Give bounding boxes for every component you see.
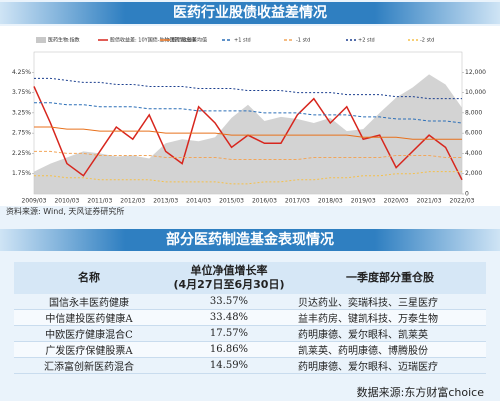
y2-tick-label: 0 <box>465 191 469 198</box>
x-tick-label: 2013/03 <box>153 198 178 205</box>
x-tick-label: 2012/03 <box>120 198 145 205</box>
x-tick-label: 2011/03 <box>87 198 112 205</box>
y-tick-label: 2.75% <box>12 130 31 137</box>
table-cell: 33.57% <box>164 294 294 310</box>
table-cell: 14.59% <box>164 357 294 374</box>
table-cell: 17.57% <box>164 325 294 342</box>
x-tick-label: 2020/03 <box>384 198 409 205</box>
table-cell: 汇添富创新医药混合 <box>14 357 164 374</box>
table-cell: 益丰药房、键凯科技、万泰生物 <box>294 309 486 326</box>
legend-label: -2 std <box>420 38 434 44</box>
series-line <box>34 77 462 100</box>
fund-table: 名称 单位净值增长率 (4月27日至6月30日) 一季度部分重仓股 国信永丰医药健… <box>14 262 486 374</box>
y-tick-label: 3.25% <box>12 109 31 116</box>
header-text: 单位净值增长率 <box>190 264 268 277</box>
x-tick-label: 2017/03 <box>285 198 310 205</box>
y2-tick-label: 2,000 <box>465 170 482 177</box>
table-row: 汇添富创新医药混合 14.59% 药明康德、爱尔眼科、迈瑞医疗 <box>14 357 486 374</box>
table-cell: 16.86% <box>164 341 294 358</box>
y-tick-label: 3.75% <box>12 89 31 96</box>
legend-swatch <box>36 37 46 43</box>
x-tick-label: 2010/03 <box>54 198 79 205</box>
header-cell: 单位净值增长率 (4月27日至6月30日) <box>164 262 294 294</box>
series-line <box>34 102 463 124</box>
section-banner: 部分医药制造基金表现情况 <box>0 229 500 251</box>
table-cell: 中欧医疗健康混合C <box>14 325 164 342</box>
legend-label: +2 std <box>358 38 375 44</box>
y-tick-label: 2.25% <box>12 150 31 157</box>
x-tick-label: 2014/03 <box>186 198 211 205</box>
y-tick-label: 1.75% <box>12 170 31 177</box>
x-tick-label: 2016/03 <box>252 198 277 205</box>
x-tick-label: 2021/03 <box>417 198 442 205</box>
table-row: 中信建投医药健康A 33.48% 益丰药房、键凯科技、万泰生物 <box>14 309 486 326</box>
legend-label: +1 std <box>234 38 251 44</box>
x-tick-label: 2022/03 <box>450 198 475 205</box>
table-row: 广发医疗保健股票A 16.86% 凯莱英、药明康德、博腾股份 <box>14 341 486 358</box>
series-line <box>34 126 462 140</box>
header-text: (4月27日至6月30日) <box>173 278 285 291</box>
header-cell: 名称 <box>14 262 164 294</box>
table-row: 国信永丰医药健康 33.57% 贝达药业、奕瑞科技、三星医疗 <box>14 294 486 310</box>
y2-tick-label: 10,000 <box>465 89 486 96</box>
footer: 数据来源:东方财富choice <box>356 386 484 399</box>
y2-tick-label: 4,000 <box>465 150 482 157</box>
y2-tick-label: 6,000 <box>465 130 482 137</box>
x-tick-label: 2019/03 <box>351 198 376 205</box>
table-cell: 贝达药业、奕瑞科技、三星医疗 <box>294 294 486 310</box>
x-tick-label: 2009/03 <box>22 198 47 205</box>
table-cell: 药明康德、爱尔眼科、迈瑞医疗 <box>294 357 486 374</box>
table-cell: 33.48% <box>164 309 294 326</box>
y-tick-label: 4.25% <box>12 69 31 76</box>
source: 资料来源: Wind, 天风证券研究所 <box>6 207 125 216</box>
table-row: 中欧医疗健康混合C 17.57% 药明康德、爱尔眼科、凯莱英 <box>14 325 486 342</box>
x-tick-label: 2015/03 <box>219 198 244 205</box>
series-line <box>34 150 462 161</box>
y2-tick-label: 12,000 <box>465 69 486 76</box>
table-cell: 国信永丰医药健康 <box>14 294 164 310</box>
y2-tick-label: 8,000 <box>465 109 482 116</box>
series-line <box>34 171 462 185</box>
legend-label: 医药生物:指数 <box>48 37 80 44</box>
table-cell: 中信建投医药健康A <box>14 309 164 326</box>
header-cell: 一季度部分重仓股 <box>294 262 486 294</box>
table-cell: 药明康德、爱尔眼科、凯莱英 <box>294 325 486 342</box>
legend-label: -1 std <box>296 38 310 44</box>
legend-label: 股债收益差均值 <box>172 37 207 44</box>
chart: 1.75% 2.25% 2.75% 3.25% 3.75% 4.25% 0 2,000 4,00… <box>0 26 500 206</box>
x-tick-label: 2018/03 <box>318 198 343 205</box>
legend-label: 股债收益差: 10Y国债-生物医药 股息率 <box>110 37 196 44</box>
table-cell: 凯莱英、药明康德、博腾股份 <box>294 341 486 358</box>
table-cell: 广发医疗保健股票A <box>14 341 164 358</box>
index-area <box>34 74 462 194</box>
title-banner: 医药行业股债收益差情况 <box>0 2 500 24</box>
